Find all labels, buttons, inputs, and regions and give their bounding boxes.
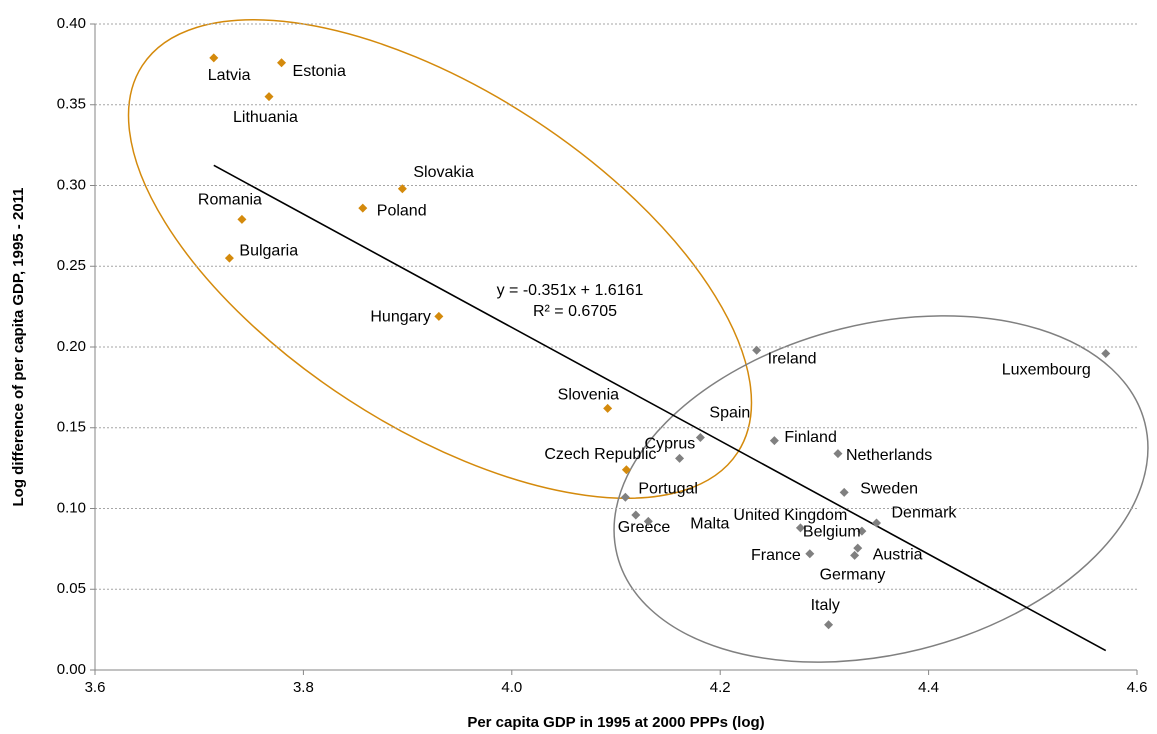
- point-label: United Kingdom: [733, 507, 847, 524]
- point-label: Romania: [198, 192, 262, 209]
- point-label: Ireland: [768, 350, 817, 367]
- point-label: Cyprus: [645, 436, 696, 453]
- y-tick-label: 0.25: [57, 257, 86, 274]
- point-label: Portugal: [638, 480, 698, 497]
- point-label: Czech Republic: [544, 446, 656, 463]
- point: [237, 214, 247, 224]
- point-label: Slovenia: [558, 387, 619, 404]
- point: [850, 550, 860, 560]
- x-tick-label: 4.0: [501, 679, 522, 696]
- point-label: Lithuania: [233, 109, 298, 126]
- point: [603, 403, 613, 413]
- x-tick-label: 3.6: [85, 679, 106, 696]
- point-label: Belgium: [803, 523, 861, 540]
- point: [853, 543, 863, 553]
- point: [621, 465, 631, 475]
- y-tick-label: 0.15: [57, 419, 86, 436]
- y-tick-label: 0.20: [57, 338, 86, 355]
- trend-r2: R² = 0.6705: [533, 303, 617, 320]
- point-label: Slovakia: [413, 164, 474, 181]
- y-tick-label: 0.00: [57, 661, 86, 678]
- y-tick-label: 0.40: [57, 15, 86, 32]
- point: [397, 184, 407, 194]
- y-tick-label: 0.10: [57, 499, 86, 516]
- cluster-ellipse: [127, 19, 753, 499]
- x-tick-label: 3.8: [293, 679, 314, 696]
- point: [839, 487, 849, 497]
- point: [1101, 348, 1111, 358]
- point: [264, 92, 274, 102]
- y-tick-label: 0.05: [57, 580, 86, 597]
- point: [675, 453, 685, 463]
- point-label: Greece: [618, 519, 671, 536]
- point: [769, 436, 779, 446]
- point: [224, 253, 234, 263]
- x-tick-label: 4.6: [1127, 679, 1148, 696]
- x-tick-label: 4.4: [918, 679, 939, 696]
- point-label: Latvia: [208, 67, 251, 84]
- x-axis-title: Per capita GDP in 1995 at 2000 PPPs (log…: [467, 714, 764, 731]
- y-tick-label: 0.30: [57, 176, 86, 193]
- point-label: Spain: [709, 405, 750, 422]
- point: [434, 311, 444, 321]
- point-label: Luxembourg: [1002, 362, 1091, 379]
- point-label: Italy: [811, 597, 840, 614]
- y-axis-title: Log difference of per capita GDP, 1995 -…: [10, 187, 27, 506]
- point: [857, 526, 867, 536]
- point-label: Malta: [690, 516, 729, 533]
- point-label: Austria: [873, 546, 923, 563]
- point: [277, 58, 287, 68]
- point: [631, 510, 641, 520]
- point-label: Finland: [784, 429, 836, 446]
- point-label: Germany: [820, 567, 886, 584]
- point-label: Denmark: [892, 504, 958, 521]
- trend-equation: y = -0.351x + 1.6161: [497, 282, 644, 299]
- y-tick-label: 0.35: [57, 96, 86, 113]
- point: [643, 516, 653, 526]
- point: [209, 53, 219, 63]
- point: [358, 203, 368, 213]
- point: [872, 518, 881, 528]
- point: [833, 449, 843, 459]
- point-label: Sweden: [860, 481, 918, 498]
- point: [752, 345, 762, 355]
- point: [695, 432, 705, 442]
- point-label: France: [751, 547, 801, 564]
- point: [620, 492, 630, 502]
- point-label: Netherlands: [846, 447, 932, 464]
- point-label: Poland: [377, 202, 427, 219]
- cluster-ellipse: [613, 315, 1149, 663]
- point-label: Estonia: [293, 63, 346, 80]
- point: [824, 620, 834, 630]
- point-label: Bulgaria: [239, 242, 298, 259]
- point: [805, 549, 815, 559]
- x-tick-label: 4.2: [710, 679, 731, 696]
- point: [795, 523, 805, 533]
- trendline: [213, 164, 1107, 652]
- point-label: Hungary: [370, 309, 430, 326]
